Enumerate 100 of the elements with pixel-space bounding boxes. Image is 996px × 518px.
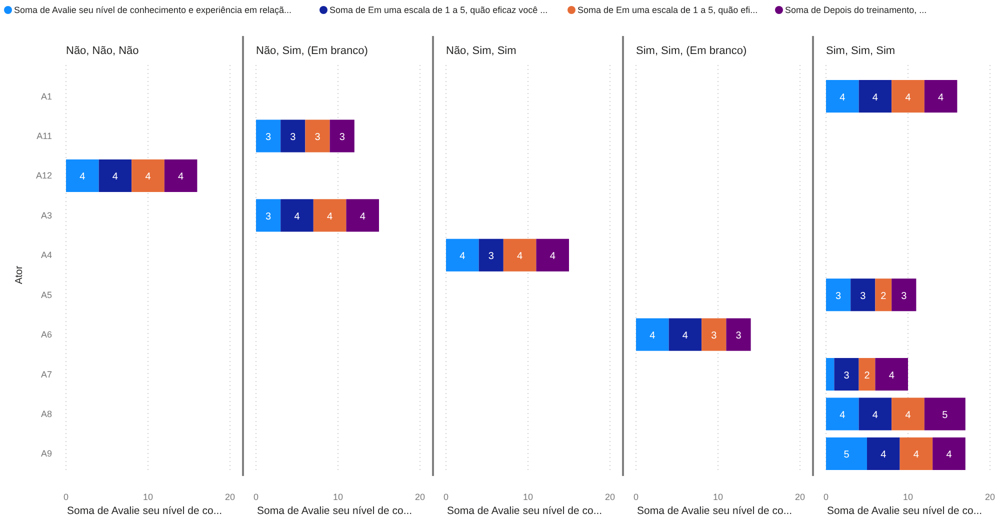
x-tick-label: 10 [522, 492, 534, 502]
data-label: 4 [517, 251, 524, 262]
bar [256, 199, 281, 232]
data-label: 3 [736, 330, 742, 342]
bar [924, 398, 966, 430]
bar [875, 278, 892, 312]
x-axis-title: Soma de Avalie seu nível de co... [67, 505, 222, 517]
x-axis-title: Soma de Avalie seu nível de co... [257, 505, 412, 517]
data-label: 4 [938, 92, 944, 104]
data-label: 4 [294, 211, 300, 222]
legend-label: Soma de Em uma escala de 1 a 5, quão eficaz você ... [330, 5, 548, 15]
bar [834, 358, 859, 391]
data-label: 4 [880, 450, 887, 461]
x-tick-label: 0 [63, 492, 69, 502]
x-tick-label: 20 [604, 492, 616, 502]
y-tick-label: A8 [40, 409, 52, 419]
data-label: 3 [314, 132, 321, 143]
x-tick-label: 20 [224, 492, 236, 502]
x-tick-label: 0 [253, 492, 259, 502]
bar [826, 437, 867, 470]
bar [867, 437, 900, 470]
bar [826, 278, 851, 312]
data-label: 4 [550, 251, 556, 262]
data-label: 4 [946, 450, 952, 461]
bar [330, 120, 354, 152]
bar [826, 398, 859, 430]
data-label: 2 [880, 290, 887, 302]
y-tick-label: A1 [40, 91, 52, 102]
y-tick-label: A11 [36, 131, 52, 141]
chart-title: Sim, Sim, (Em branco) [636, 45, 747, 57]
chart-title: Não, Sim, Sim [446, 45, 516, 57]
data-label: 3 [290, 132, 296, 143]
data-label: 4 [112, 172, 118, 183]
x-tick-label: 20 [984, 492, 996, 502]
bar [313, 199, 346, 232]
x-tick-label: 20 [414, 492, 426, 502]
bar [892, 278, 916, 312]
data-label: 4 [888, 370, 895, 382]
x-tick-label: 20 [794, 492, 806, 502]
x-tick-label: 0 [823, 492, 829, 502]
chart-title: Não, Não, Não [66, 45, 139, 57]
data-label: 4 [80, 172, 86, 183]
bar [305, 120, 330, 152]
legend-label: Soma de Avalie seu nível de conhecimento e experiência em relaçã... [14, 5, 292, 15]
bar [280, 120, 306, 152]
data-label: 4 [145, 172, 152, 183]
data-label: 3 [844, 370, 850, 382]
chart-title: Não, Sim, (Em branco) [256, 45, 368, 57]
data-label: 3 [836, 290, 842, 302]
data-label: 3 [901, 290, 908, 302]
y-tick-label: A12 [36, 170, 52, 181]
data-label: 4 [460, 251, 466, 262]
data-label: 5 [844, 450, 850, 461]
data-label: 4 [360, 211, 366, 222]
bar [892, 80, 924, 113]
bar [826, 80, 859, 113]
data-label: 4 [840, 410, 846, 421]
data-label: 3 [711, 330, 718, 342]
y-axis-title: Ator [14, 265, 25, 284]
data-label: 4 [327, 211, 334, 222]
legend-label: Soma de Em uma escala de 1 a 5, quão efi... [578, 5, 758, 15]
legend-label: Soma de Depois do treinamento, ... [785, 5, 927, 15]
data-label: 5 [942, 410, 948, 421]
data-label: 4 [178, 172, 184, 183]
data-label: 4 [682, 330, 688, 342]
chart-title: Sim, Sim, Sim [826, 45, 896, 57]
bar [875, 358, 908, 391]
bar [346, 199, 379, 232]
bar [280, 199, 314, 232]
data-label: 4 [905, 410, 912, 421]
y-tick-label: A6 [40, 330, 52, 340]
x-tick-label: 10 [712, 492, 724, 502]
x-axis-title: Soma de Avalie seu nível de co... [827, 505, 982, 517]
x-tick-label: 10 [142, 492, 154, 502]
bar [826, 358, 834, 391]
x-axis-title: Soma de Avalie seu nível de co... [447, 505, 602, 517]
data-label: 2 [864, 370, 870, 382]
x-axis-title: Soma de Avalie seu nível de co... [637, 505, 792, 517]
y-tick-label: A5 [40, 290, 52, 300]
data-label: 3 [339, 132, 346, 143]
data-label: 4 [872, 410, 878, 421]
bar [850, 278, 876, 312]
y-tick-label: A4 [40, 250, 52, 260]
y-tick-label: A9 [40, 448, 52, 459]
y-tick-label: A7 [40, 369, 52, 380]
data-label: 4 [905, 92, 912, 104]
x-tick-label: 10 [332, 492, 344, 502]
bar [858, 398, 892, 430]
data-label: 3 [266, 132, 272, 143]
bar [924, 80, 958, 113]
data-label: 4 [913, 450, 920, 461]
data-label: 3 [860, 290, 866, 302]
data-label: 4 [840, 92, 846, 104]
x-tick-label: 10 [902, 492, 914, 502]
bar [892, 398, 924, 430]
data-label: 4 [872, 92, 878, 104]
data-label: 4 [650, 330, 656, 342]
bar [932, 437, 966, 470]
bar [858, 358, 876, 391]
x-tick-label: 0 [633, 492, 639, 502]
